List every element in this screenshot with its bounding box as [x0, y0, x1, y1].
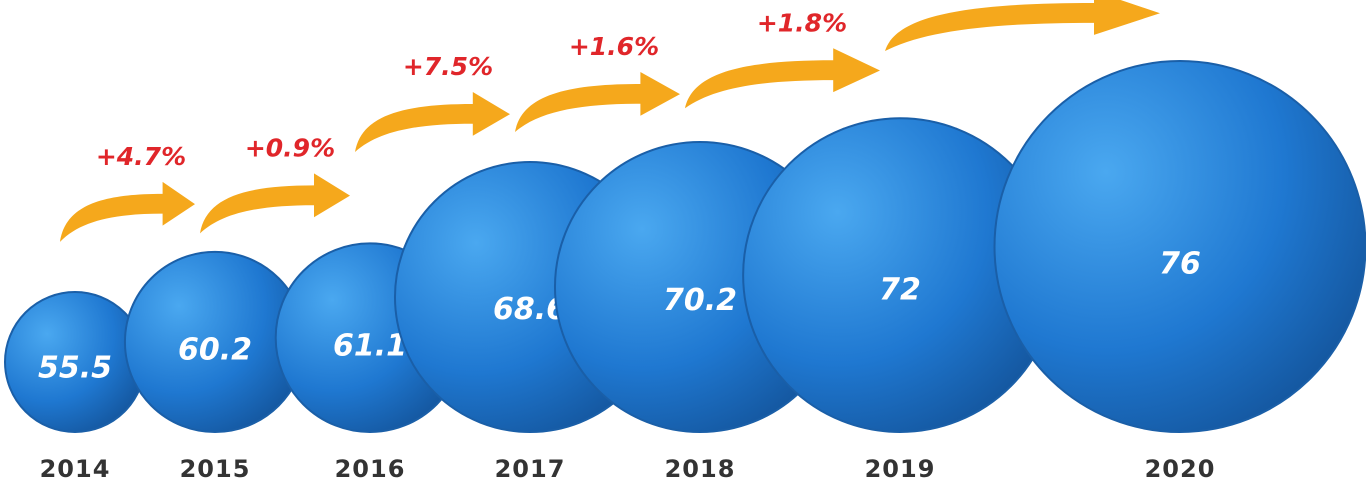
change-arrow: [200, 173, 350, 234]
year-label: 2018: [665, 455, 736, 483]
change-arrow: [885, 0, 1160, 52]
year-label: 2019: [865, 455, 936, 483]
change-label: +4.7%: [96, 142, 186, 171]
value-label: 70.2: [663, 283, 737, 318]
value-label: 55.5: [38, 351, 112, 386]
change-label: +0.9%: [245, 133, 335, 162]
year-label: 2015: [180, 455, 251, 483]
change-arrow: [685, 48, 880, 109]
change-label: +1.6%: [569, 32, 659, 61]
change-arrow: [355, 91, 510, 152]
year-label: 2020: [1145, 455, 1216, 483]
year-label: 2016: [335, 455, 406, 483]
value-label: 72: [879, 272, 921, 307]
change-label: +7.5%: [403, 52, 493, 81]
change-arrow: [60, 181, 195, 242]
change-arrow: [515, 71, 680, 132]
year-label: 2014: [40, 455, 111, 483]
value-label: 76: [1159, 247, 1201, 282]
change-label: +1.8%: [757, 8, 847, 37]
bubble: [993, 60, 1366, 433]
value-label: 61.1: [333, 329, 407, 364]
year-label: 2017: [495, 455, 566, 483]
value-label: 60.2: [178, 332, 252, 367]
